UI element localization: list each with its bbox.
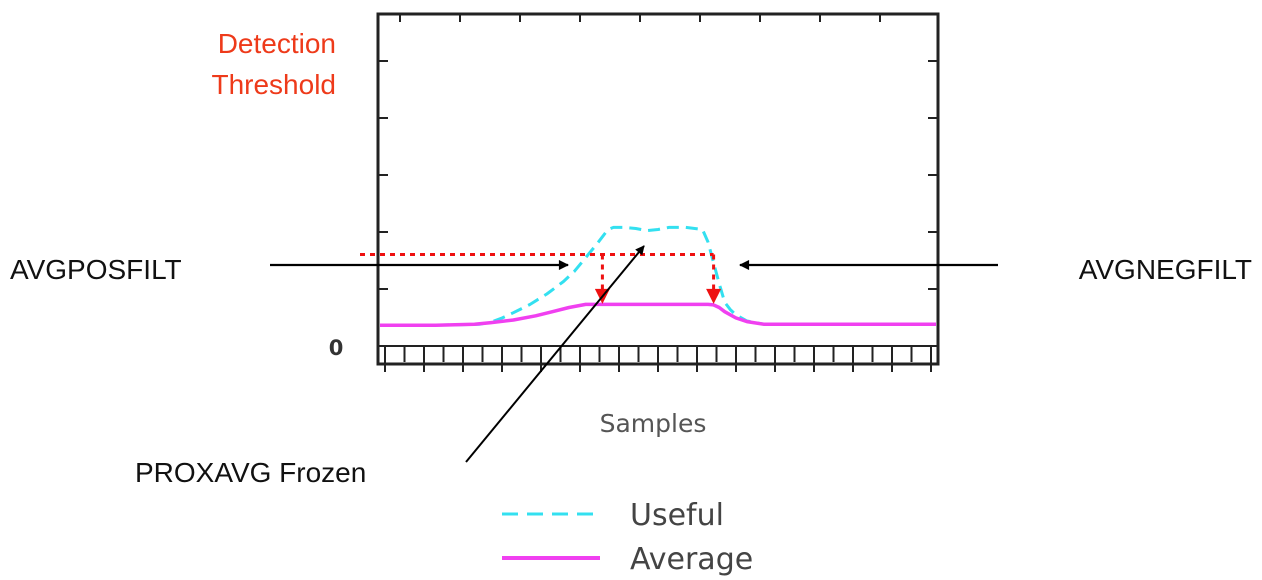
legend-label-average: Average xyxy=(630,542,753,577)
series-line-average xyxy=(380,302,936,327)
x-axis-label: Samples xyxy=(600,409,707,438)
series-layer xyxy=(380,225,936,327)
y-tick-label-zero: 0 xyxy=(329,336,344,360)
threshold-label-line1: Detection xyxy=(218,28,336,59)
plot-frame xyxy=(376,12,940,366)
axis-ticks xyxy=(378,14,938,372)
proxavg-label: PROXAVG Frozen xyxy=(135,457,366,488)
legend-label-useful: Useful xyxy=(630,498,724,533)
threshold-annotation xyxy=(360,252,722,304)
series-line-useful xyxy=(380,225,936,327)
avgposfilt-label: AVGPOSFILT xyxy=(10,254,182,285)
avgnegfilt-label: AVGNEGFILT xyxy=(1079,254,1252,285)
threshold-label-line2: Threshold xyxy=(211,69,336,100)
proxavg-arrow xyxy=(465,245,645,463)
